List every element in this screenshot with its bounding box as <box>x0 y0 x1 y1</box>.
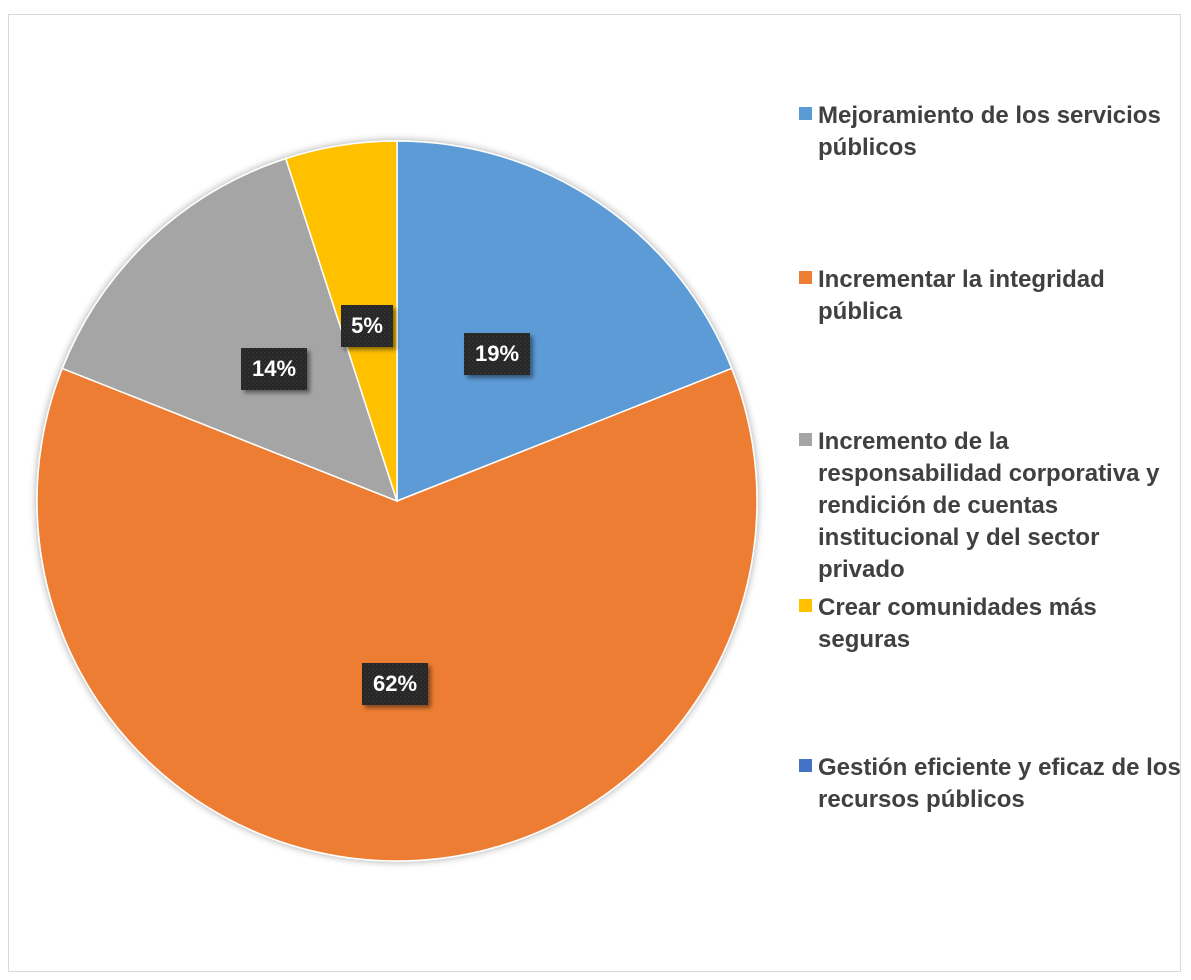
data-label-box <box>464 333 530 375</box>
legend-label: Incremento de la responsabilidad corpora… <box>818 428 1160 583</box>
legend-swatch <box>799 271 812 284</box>
legend-label: Gestión eficiente y eficaz de los recurs… <box>818 754 1181 813</box>
legend-swatch <box>799 107 812 120</box>
legend-swatch <box>799 599 812 612</box>
legend-label: Mejoramiento de los servicios públicos <box>818 102 1161 161</box>
legend: Mejoramiento de los servicios públicos I… <box>799 0 1189 980</box>
pie-slice <box>36 367 758 862</box>
data-label-box <box>362 663 428 705</box>
data-label-box <box>341 305 393 347</box>
data-label-box <box>241 348 307 390</box>
data-label: 5% <box>341 305 393 347</box>
data-label-text: 19% <box>475 341 519 366</box>
legend-swatch <box>799 433 812 446</box>
data-label-text: 62% <box>373 671 417 696</box>
legend-swatch <box>799 759 812 772</box>
data-label: 14% <box>241 348 307 390</box>
data-label: 19% <box>464 333 530 375</box>
pie-slice <box>396 140 733 503</box>
data-label-text: 5% <box>351 313 383 338</box>
data-label: 62% <box>362 663 428 705</box>
data-label-text: 14% <box>252 356 296 381</box>
legend-label: Crear comunidades más seguras <box>818 594 1097 653</box>
legend-label: Incrementar la integridad pública <box>818 266 1105 325</box>
